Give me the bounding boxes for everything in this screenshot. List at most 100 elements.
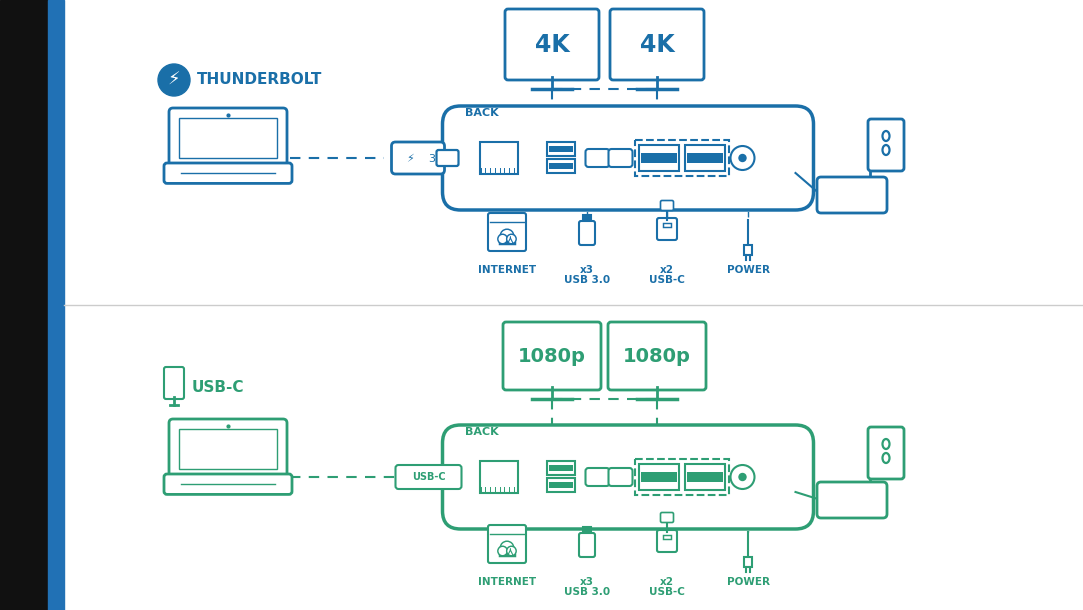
Text: BACK: BACK (466, 427, 499, 437)
Circle shape (500, 541, 513, 555)
Circle shape (739, 154, 746, 162)
Text: POWER: POWER (727, 577, 770, 587)
Circle shape (498, 546, 507, 556)
Text: USB 3.0: USB 3.0 (564, 587, 610, 597)
FancyBboxPatch shape (608, 322, 706, 390)
FancyBboxPatch shape (586, 468, 610, 486)
FancyBboxPatch shape (443, 425, 813, 529)
Text: x3: x3 (580, 577, 593, 587)
Bar (480, 142, 518, 174)
Text: x3: x3 (580, 265, 593, 275)
Text: THUNDERBOLT: THUNDERBOLT (197, 73, 323, 87)
Text: ⚡: ⚡ (406, 154, 414, 164)
Bar (547, 478, 574, 492)
Bar (548, 482, 573, 488)
Circle shape (158, 64, 190, 96)
Bar (663, 535, 671, 539)
FancyBboxPatch shape (610, 9, 704, 80)
Bar (179, 118, 277, 158)
Bar (640, 472, 677, 482)
Circle shape (500, 229, 513, 243)
Bar (0, 0, 48, 610)
Bar (179, 429, 277, 469)
Bar (639, 464, 679, 490)
Circle shape (731, 465, 755, 489)
FancyBboxPatch shape (436, 150, 458, 166)
Ellipse shape (883, 439, 889, 449)
Bar (640, 152, 677, 163)
FancyBboxPatch shape (657, 218, 677, 240)
Text: ⚡: ⚡ (168, 71, 180, 89)
FancyBboxPatch shape (503, 322, 601, 390)
Text: USB-C: USB-C (649, 275, 684, 285)
Circle shape (507, 234, 517, 244)
Ellipse shape (883, 131, 889, 141)
FancyBboxPatch shape (817, 482, 887, 518)
Circle shape (739, 473, 746, 481)
FancyBboxPatch shape (586, 149, 610, 167)
Bar (548, 146, 573, 152)
Bar (480, 461, 518, 493)
FancyBboxPatch shape (391, 142, 444, 174)
Text: USB-C: USB-C (192, 379, 245, 395)
Bar (548, 163, 573, 169)
FancyBboxPatch shape (661, 201, 674, 210)
Bar (548, 465, 573, 471)
FancyBboxPatch shape (169, 419, 287, 479)
Bar (687, 472, 722, 482)
Text: USB 3.0: USB 3.0 (564, 275, 610, 285)
Ellipse shape (883, 453, 889, 463)
Bar (583, 527, 591, 535)
Bar (684, 464, 725, 490)
Bar (583, 215, 591, 223)
Text: USB-C: USB-C (649, 587, 684, 597)
FancyBboxPatch shape (661, 512, 674, 523)
FancyBboxPatch shape (579, 533, 595, 557)
FancyBboxPatch shape (395, 465, 461, 489)
Bar (663, 223, 671, 227)
FancyBboxPatch shape (657, 530, 677, 552)
Bar (547, 142, 574, 156)
Bar (744, 245, 752, 255)
Bar (639, 145, 679, 171)
Bar (635, 140, 729, 176)
Text: POWER: POWER (727, 265, 770, 275)
FancyBboxPatch shape (488, 213, 526, 251)
FancyBboxPatch shape (164, 474, 292, 494)
FancyBboxPatch shape (505, 9, 599, 80)
FancyBboxPatch shape (817, 177, 887, 213)
Text: INTERNET: INTERNET (478, 265, 536, 275)
Bar (684, 145, 725, 171)
Bar (547, 461, 574, 475)
Bar (744, 557, 752, 567)
Text: 3: 3 (428, 154, 435, 164)
FancyBboxPatch shape (164, 163, 292, 184)
Text: USB-C: USB-C (412, 472, 445, 482)
Text: x2: x2 (660, 265, 674, 275)
Text: 1080p: 1080p (623, 346, 691, 365)
FancyBboxPatch shape (443, 106, 813, 210)
Text: 4K: 4K (535, 32, 570, 57)
Bar (584, 528, 590, 532)
Ellipse shape (883, 145, 889, 155)
Circle shape (507, 546, 517, 556)
Text: BACK: BACK (466, 108, 499, 118)
FancyBboxPatch shape (867, 119, 904, 171)
Text: x2: x2 (660, 577, 674, 587)
FancyBboxPatch shape (164, 367, 184, 399)
FancyBboxPatch shape (609, 149, 632, 167)
FancyBboxPatch shape (488, 525, 526, 563)
Bar (635, 459, 729, 495)
Circle shape (731, 146, 755, 170)
Text: 4K: 4K (640, 32, 675, 57)
Bar (547, 159, 574, 173)
FancyBboxPatch shape (867, 427, 904, 479)
Circle shape (498, 234, 507, 244)
Bar (687, 152, 722, 163)
Text: 1080p: 1080p (518, 346, 586, 365)
Bar (48, 0, 64, 610)
Text: INTERNET: INTERNET (478, 577, 536, 587)
FancyBboxPatch shape (579, 221, 595, 245)
FancyBboxPatch shape (169, 108, 287, 168)
Bar (584, 216, 590, 220)
